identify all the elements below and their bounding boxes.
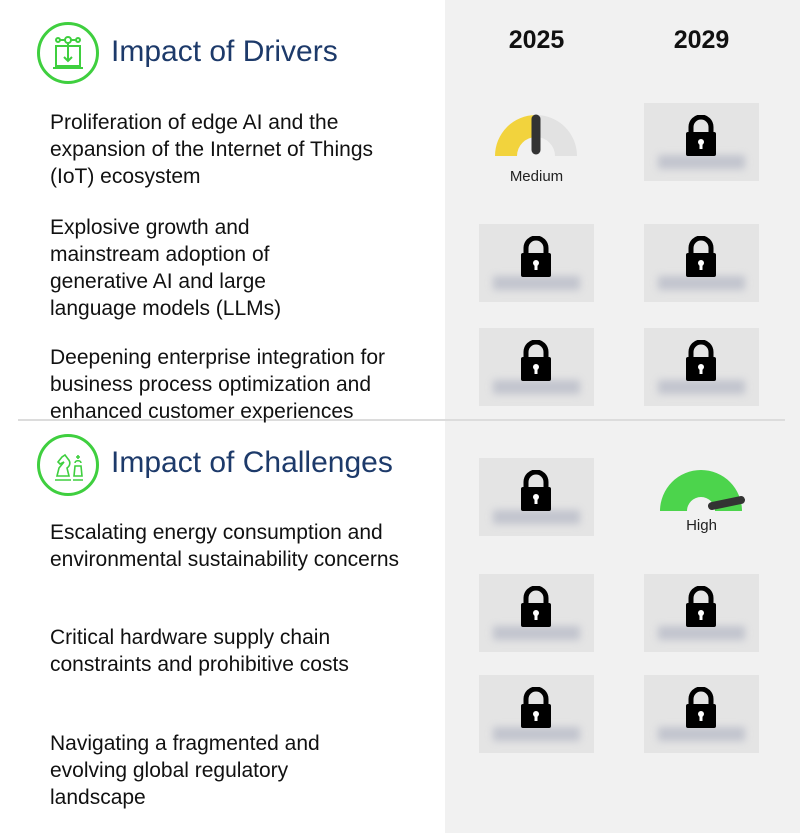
gauge-dial-icon [660, 470, 745, 511]
challenge-label: Escalating energy consumption and enviro… [50, 521, 400, 571]
blurred-placeholder [493, 626, 580, 640]
blurred-placeholder [493, 380, 580, 394]
locked-tile-2025[interactable] [479, 224, 594, 302]
blurred-placeholder [493, 276, 580, 290]
blurred-placeholder [658, 626, 745, 640]
section-divider [18, 419, 785, 421]
drivers-machine-icon [37, 22, 99, 84]
gauge-high-2029: High [644, 465, 759, 555]
gauge-medium-2025: Medium [479, 110, 594, 200]
locked-tile-2029[interactable] [644, 328, 759, 406]
driver-label: Deepening enterprise integration for bus… [50, 346, 386, 423]
challenge-label: Navigating a fragmented and evolving glo… [50, 732, 320, 809]
locked-tile-2029[interactable] [644, 103, 759, 181]
blurred-placeholder [658, 727, 745, 741]
locked-tile-2025[interactable] [479, 458, 594, 536]
locked-tile-2025[interactable] [479, 328, 594, 406]
locked-tile-2029[interactable] [644, 675, 759, 753]
gauge-label: Medium [509, 168, 564, 185]
year-header-2029: 2029 [673, 26, 730, 54]
section-title-challenges: Impact of Challenges [111, 446, 393, 479]
year-header-2025: 2025 [508, 26, 565, 54]
section-title-drivers: Impact of Drivers [111, 35, 338, 68]
driver-label: Explosive growth and mainstream adoption… [50, 216, 282, 320]
locked-tile-2025[interactable] [479, 574, 594, 652]
driver-label: Proliferation of edge AI and the expansi… [50, 111, 373, 188]
chess-icon [37, 434, 99, 496]
blurred-placeholder [493, 727, 580, 741]
blurred-placeholder [493, 510, 580, 524]
gauge-dial-icon [495, 114, 577, 156]
blurred-placeholder [658, 155, 745, 169]
locked-tile-2029[interactable] [644, 224, 759, 302]
locked-tile-2025[interactable] [479, 675, 594, 753]
challenge-label: Critical hardware supply chain constrain… [50, 626, 349, 676]
gauge-label: High [686, 517, 717, 534]
locked-tile-2029[interactable] [644, 574, 759, 652]
blurred-placeholder [658, 276, 745, 290]
blurred-placeholder [658, 380, 745, 394]
